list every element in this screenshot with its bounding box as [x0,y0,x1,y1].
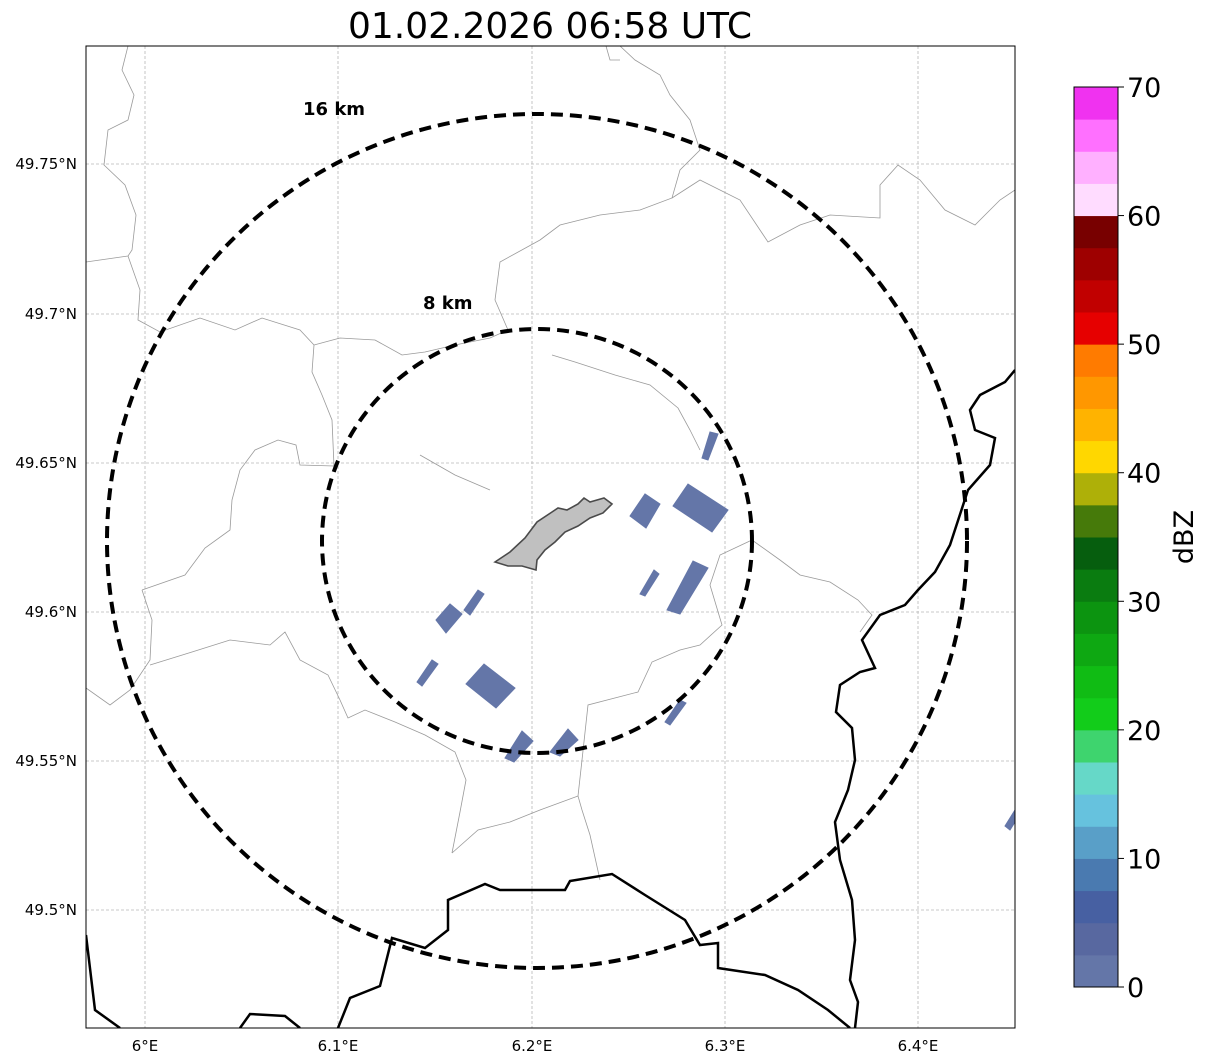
colorbar-frame [1073,86,1119,988]
echo-cell [666,560,709,615]
colorbar-tick-label: 70 [1127,73,1161,104]
y-tick-label: 49.5°N [25,901,77,919]
colorbar-label: dBZ [1169,510,1200,564]
colorbar-swatch [1074,762,1118,795]
colorbar-swatch [1074,312,1118,345]
x-tick-label: 6.2°E [512,1037,553,1055]
colorbar-swatch [1074,215,1118,249]
range-ring-8km [320,327,754,755]
colorbar-swatch [1074,890,1118,924]
x-tick-label: 6.4°E [898,1037,939,1055]
colorbar-swatch [1074,440,1118,474]
radar-echoes [416,431,1015,831]
colorbar-swatch [1074,151,1118,184]
colorbar-swatch [1074,504,1118,538]
colorbar-swatches [1074,87,1118,988]
map-area[interactable]: 16 km 8 km [86,46,1015,1028]
colorbar-swatch [1074,954,1118,988]
echo-cell [416,659,439,687]
map-title: 01.02.2026 06:58 UTC [348,6,752,47]
echo-cell [435,603,463,634]
echo-cell [672,483,729,533]
echo-cell [1004,809,1015,831]
echo-cell [701,431,719,461]
colorbar-tick-label: 40 [1127,459,1161,490]
echo-cell [639,569,660,597]
y-tick-label: 49.75°N [15,155,77,173]
colorbar-swatch [1074,87,1118,120]
colorbar-swatch [1074,183,1118,217]
colorbar-swatch [1074,472,1118,506]
echo-cell [629,493,661,529]
colorbar-swatch [1074,922,1118,956]
ring-label-16km: 16 km [303,99,365,120]
range-rings [105,112,969,970]
colorbar-swatch [1074,794,1118,827]
echo-cell [463,589,485,616]
colorbar-swatch [1074,569,1118,602]
colorbar-swatch [1074,601,1118,634]
colorbar-swatch [1074,537,1118,570]
colorbar-tick-label: 50 [1127,330,1161,361]
ring-label-8km: 8 km [423,293,473,314]
colorbar-swatch [1074,858,1118,892]
y-axis-ticks: 49.75°N 49.7°N 49.65°N 49.6°N 49.55°N 49… [15,155,77,919]
x-axis-ticks: 6°E 6.1°E 6.2°E 6.3°E 6.4°E [132,1037,939,1055]
y-tick-label: 49.7°N [25,305,77,323]
colorbar-swatch [1074,279,1118,313]
city-polygon [493,496,614,572]
colorbar-tick-label: 30 [1127,587,1161,618]
colorbar: 0 10 20 30 40 50 60 70 dBZ [1073,73,1200,1004]
x-tick-label: 6.3°E [705,1037,746,1055]
admin-boundaries [86,46,1015,881]
colorbar-swatch [1074,408,1118,442]
echo-cell [465,663,516,709]
echo-cell [549,728,579,757]
range-ring-16km [105,112,969,970]
echo-cell [664,699,687,726]
x-tick-label: 6.1°E [318,1037,359,1055]
colorbar-tick-label: 0 [1127,973,1144,1004]
colorbar-swatch [1074,633,1118,667]
colorbar-swatch [1074,826,1118,859]
colorbar-swatch [1074,119,1118,152]
colorbar-tick-label: 20 [1127,716,1161,747]
colorbar-tick-label: 60 [1127,202,1161,233]
colorbar-swatch [1074,247,1118,281]
colorbar-swatch [1074,729,1118,763]
x-tick-label: 6°E [132,1037,159,1055]
national-borders [86,369,1015,1028]
colorbar-swatch [1074,697,1118,731]
y-tick-label: 49.6°N [25,603,77,621]
colorbar-swatch [1074,344,1118,377]
colorbar-swatch [1074,665,1118,699]
echo-cell [504,730,534,763]
colorbar-ticks: 0 10 20 30 40 50 60 70 [1118,73,1161,1004]
y-tick-label: 49.65°N [15,454,77,472]
colorbar-tick-label: 10 [1127,844,1161,875]
y-tick-label: 49.55°N [15,752,77,770]
colorbar-swatch [1074,376,1118,409]
map-frame [85,45,1016,1029]
